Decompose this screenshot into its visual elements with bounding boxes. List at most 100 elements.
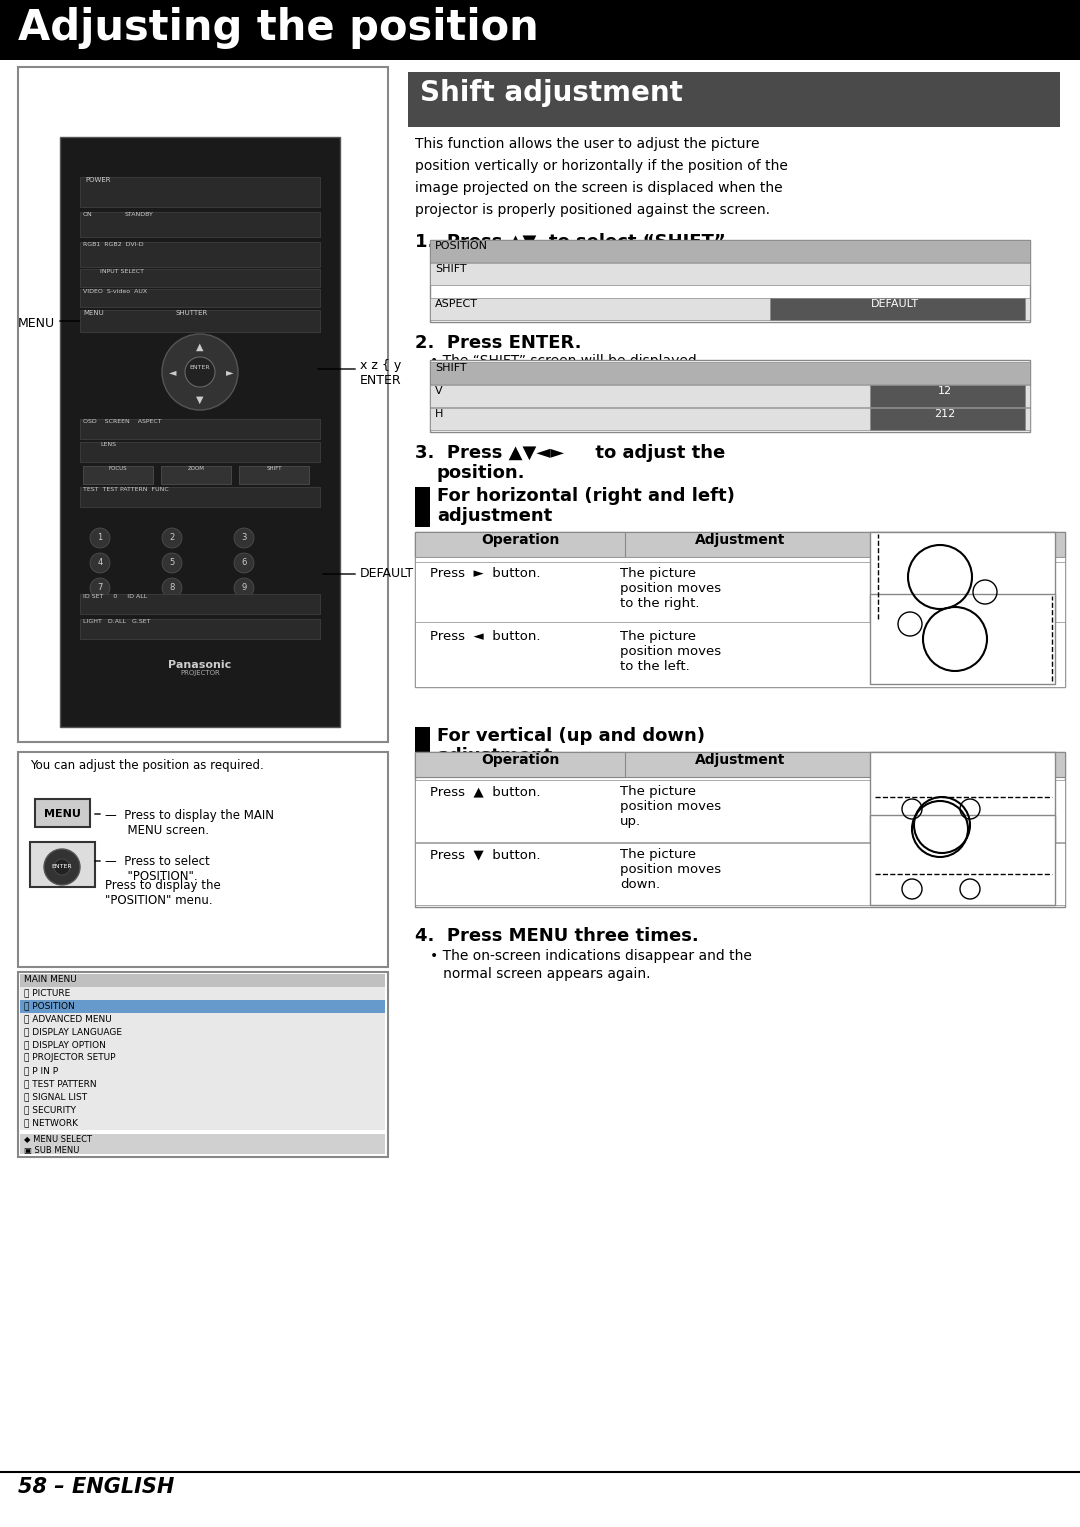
- Text: The picture
position moves
to the right.: The picture position moves to the right.: [620, 567, 721, 609]
- Bar: [21, 974, 384, 986]
- Text: 2.  Press ENTER.: 2. Press ENTER.: [415, 334, 581, 353]
- Bar: [430, 362, 1030, 383]
- Text: MENU: MENU: [43, 809, 80, 818]
- Bar: [80, 212, 320, 237]
- Bar: [21, 986, 384, 1000]
- Text: 1: 1: [97, 533, 103, 542]
- Bar: [870, 815, 1055, 906]
- Text: Press  ◄  button.: Press ◄ button.: [430, 631, 540, 643]
- Text: DEFAULT: DEFAULT: [360, 567, 414, 580]
- Text: MENU: MENU: [83, 310, 104, 316]
- Text: Press  ▼  button.: Press ▼ button.: [430, 847, 540, 861]
- Text: —  Press to display the MAIN
      MENU screen.: — Press to display the MAIN MENU screen.: [105, 809, 274, 837]
- Text: POSITION: POSITION: [435, 241, 488, 250]
- Bar: [870, 594, 1055, 684]
- Text: The picture
position moves
down.: The picture position moves down.: [620, 847, 721, 890]
- Text: ⬛ P IN P: ⬛ P IN P: [24, 1066, 58, 1075]
- Text: ▲: ▲: [197, 342, 204, 353]
- Text: Operation: Operation: [481, 753, 559, 767]
- Bar: [415, 531, 625, 557]
- Text: Adjustment: Adjustment: [694, 533, 785, 547]
- Bar: [415, 751, 625, 777]
- Circle shape: [162, 528, 183, 548]
- Text: 5: 5: [170, 557, 175, 567]
- Bar: [870, 531, 1055, 621]
- Text: PROJECTOR: PROJECTOR: [180, 670, 220, 676]
- Bar: [30, 841, 95, 887]
- Bar: [415, 531, 1065, 687]
- Text: SHIFT: SHIFT: [435, 363, 467, 373]
- Circle shape: [234, 579, 254, 599]
- Circle shape: [162, 553, 183, 573]
- Text: 58 – ENGLISH: 58 – ENGLISH: [18, 1477, 174, 1496]
- Bar: [80, 289, 320, 307]
- Bar: [80, 487, 320, 507]
- Text: Operation: Operation: [481, 533, 559, 547]
- Text: V: V: [435, 386, 443, 395]
- Circle shape: [234, 528, 254, 548]
- Bar: [83, 466, 153, 484]
- Text: Adjustment: Adjustment: [694, 753, 785, 767]
- Text: ⬛ PROJECTOR SETUP: ⬛ PROJECTOR SETUP: [24, 1054, 116, 1061]
- Text: adjustment: adjustment: [437, 507, 552, 525]
- Bar: [80, 269, 320, 287]
- Text: ZOOM: ZOOM: [188, 466, 204, 470]
- Text: SHIFT: SHIFT: [435, 264, 467, 273]
- Bar: [415, 727, 430, 767]
- Circle shape: [90, 579, 110, 599]
- Text: Panasonic: Panasonic: [168, 660, 231, 670]
- Bar: [430, 240, 1030, 263]
- Bar: [430, 263, 1030, 286]
- Bar: [415, 751, 1065, 907]
- Bar: [870, 751, 1055, 841]
- Bar: [415, 843, 1065, 906]
- Text: ▼: ▼: [197, 395, 204, 405]
- Text: DEFAULT: DEFAULT: [870, 299, 919, 308]
- Circle shape: [234, 553, 254, 573]
- Text: 2: 2: [170, 533, 175, 542]
- Circle shape: [162, 334, 238, 411]
- Text: SHIFT: SHIFT: [267, 466, 282, 470]
- Bar: [408, 72, 1059, 127]
- Text: The picture
position moves
up.: The picture position moves up.: [620, 785, 721, 828]
- Text: • The “SHIFT” screen will be displayed.: • The “SHIFT” screen will be displayed.: [430, 354, 701, 368]
- Text: ⬛ PICTURE: ⬛ PICTURE: [24, 988, 70, 997]
- Text: ⬛ SIGNAL LIST: ⬛ SIGNAL LIST: [24, 1092, 87, 1101]
- Bar: [430, 240, 1030, 322]
- Text: 212: 212: [934, 409, 956, 418]
- Text: Press  ▲  button.: Press ▲ button.: [430, 785, 540, 799]
- Text: This function allows the user to adjust the picture: This function allows the user to adjust …: [415, 137, 759, 151]
- Bar: [415, 562, 1065, 621]
- Bar: [18, 973, 388, 1157]
- Bar: [80, 441, 320, 463]
- Text: For vertical (up and down): For vertical (up and down): [437, 727, 705, 745]
- Bar: [770, 298, 1025, 321]
- Text: VIDEO  S-video  AUX: VIDEO S-video AUX: [83, 289, 147, 295]
- Text: ◄: ◄: [170, 366, 177, 377]
- Text: ENTER: ENTER: [190, 365, 211, 370]
- Text: INPUT SELECT: INPUT SELECT: [100, 269, 144, 273]
- Text: ⬛ TEST PATTERN: ⬛ TEST PATTERN: [24, 1080, 96, 1089]
- Circle shape: [162, 579, 183, 599]
- Bar: [60, 137, 340, 727]
- Text: 3: 3: [241, 533, 246, 542]
- Text: You can adjust the position as required.: You can adjust the position as required.: [30, 759, 264, 773]
- Bar: [21, 1052, 384, 1064]
- Text: x z { y
ENTER: x z { y ENTER: [360, 359, 402, 386]
- Text: normal screen appears again.: normal screen appears again.: [430, 967, 650, 980]
- Text: RGB1  RGB2  DVI-D: RGB1 RGB2 DVI-D: [83, 241, 144, 247]
- Text: FOCUS: FOCUS: [109, 466, 127, 470]
- Bar: [80, 418, 320, 438]
- Circle shape: [90, 553, 110, 573]
- Bar: [239, 466, 309, 484]
- Text: For horizontal (right and left): For horizontal (right and left): [437, 487, 734, 505]
- Text: ⬛ DISPLAY LANGUAGE: ⬛ DISPLAY LANGUAGE: [24, 1028, 122, 1035]
- Text: ASPECT: ASPECT: [435, 299, 478, 308]
- Text: adjustment: adjustment: [437, 747, 552, 765]
- Bar: [430, 360, 1030, 432]
- Text: POWER: POWER: [85, 177, 110, 183]
- Text: ⬛ ADVANCED MENU: ⬛ ADVANCED MENU: [24, 1014, 111, 1023]
- Bar: [21, 1012, 384, 1026]
- Text: LIGHT   D.ALL   G.SET: LIGHT D.ALL G.SET: [83, 618, 150, 625]
- Text: 6: 6: [241, 557, 246, 567]
